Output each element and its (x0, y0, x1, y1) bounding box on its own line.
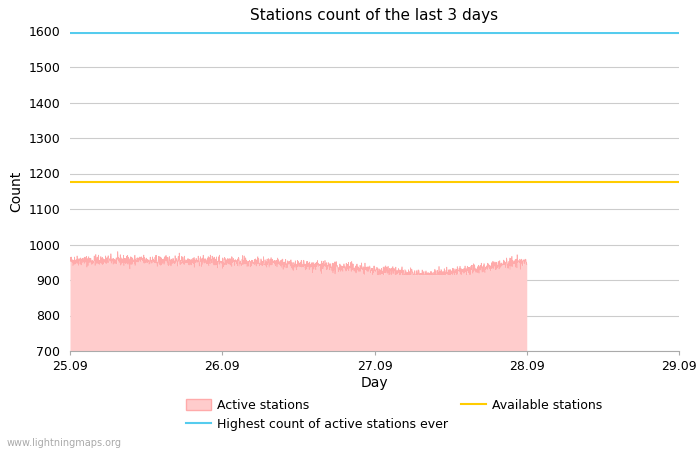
X-axis label: Day: Day (360, 376, 388, 390)
Legend: Active stations, Highest count of active stations ever, Available stations: Active stations, Highest count of active… (186, 399, 602, 431)
Y-axis label: Count: Count (9, 171, 23, 212)
Title: Stations count of the last 3 days: Stations count of the last 3 days (251, 9, 498, 23)
Text: www.lightningmaps.org: www.lightningmaps.org (7, 438, 122, 448)
